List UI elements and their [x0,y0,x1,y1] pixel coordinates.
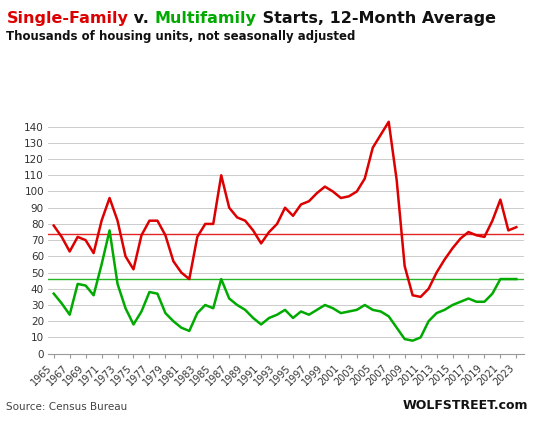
Text: Source: Census Bureau: Source: Census Bureau [6,402,128,412]
Text: Single-Family: Single-Family [6,11,128,26]
Text: Thousands of housing units, not seasonally adjusted: Thousands of housing units, not seasonal… [6,30,356,43]
Text: v.: v. [128,11,155,26]
Text: Starts, 12-Month Average: Starts, 12-Month Average [257,11,495,26]
Text: Multifamily: Multifamily [155,11,257,26]
Text: WOLFSTREET.com: WOLFSTREET.com [403,399,529,412]
